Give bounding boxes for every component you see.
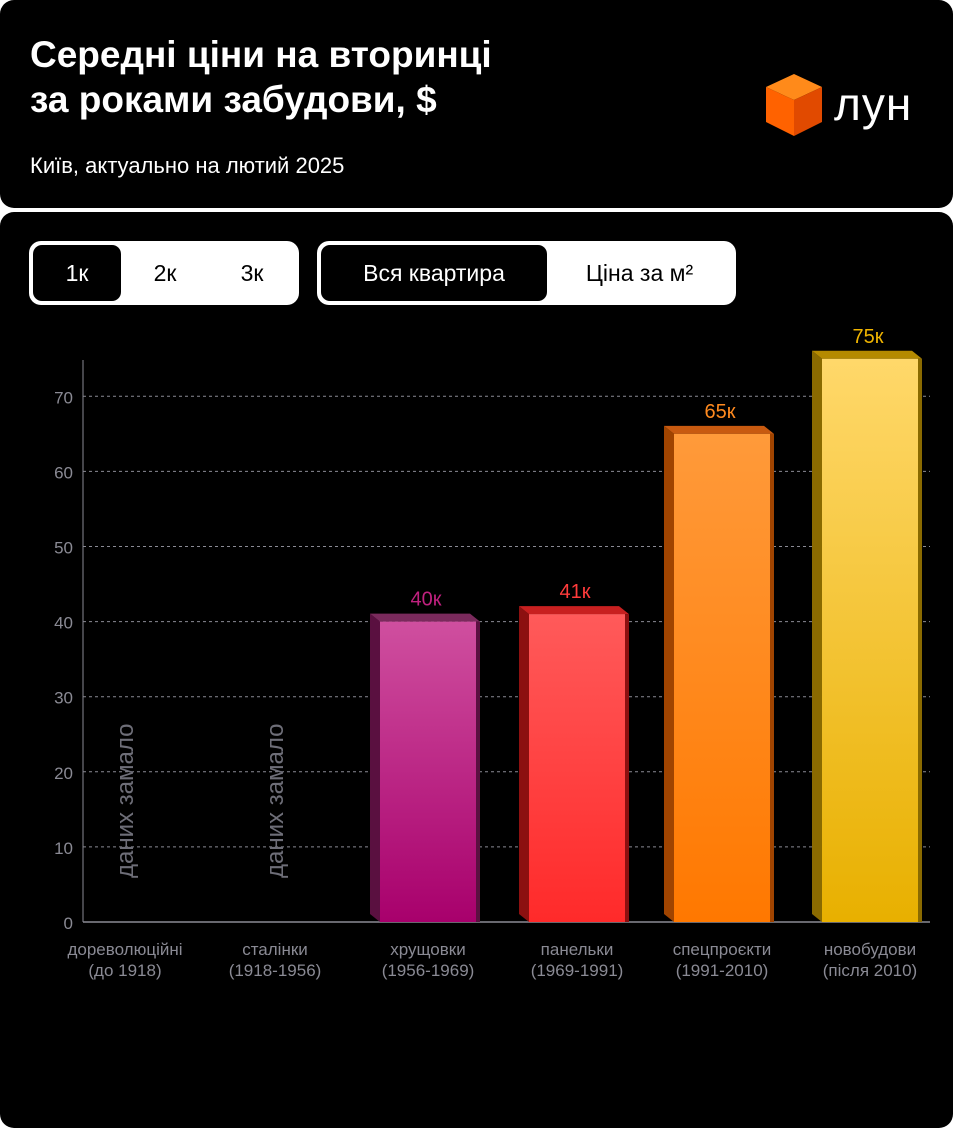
y-tick-label: 40 [54,614,73,633]
bar [529,614,625,922]
logo-text: лун [834,78,913,130]
bar-edge [476,621,480,922]
x-tick-label: хрущовки [390,940,465,959]
bar-side [519,606,529,922]
room-count-selector: 1к 2к 3к [29,241,299,305]
x-tick-label: спецпроєкти [673,940,772,959]
bar-edge [918,358,922,922]
title-line-2: за роками забудови, $ [30,79,437,120]
bar-side [370,613,380,922]
x-tick-sublabel: (1956-1969) [382,961,475,980]
bar-edge [625,614,629,922]
y-tick-label: 0 [64,914,73,933]
tab-3-rooms[interactable]: 3к [240,260,264,286]
bar-cap [370,613,480,622]
no-data-label: даних замало [262,724,289,879]
chart-title: Середні ціни на вторинці за роками забуд… [30,32,492,122]
price-mode-selector: Вся квартира Ціна за м² [317,241,736,305]
x-tick-sublabel: (1969-1991) [531,961,624,980]
orange-cube-icon [766,74,822,136]
tab-whole-apartment[interactable]: Вся квартира [321,245,547,301]
bar-cap [664,425,774,434]
bar-cap [812,350,922,359]
x-tick-sublabel: (1991-2010) [676,961,769,980]
bar-value-label: 65к [705,401,736,423]
bar [380,621,476,922]
no-data-label: даних замало [112,724,139,879]
y-tick-label: 10 [54,839,73,858]
subtitle: Київ, актуально на лютий 2025 [30,153,345,178]
bar-value-label: 40к [411,589,442,611]
title-line-1: Середні ціни на вторинці [30,34,492,75]
bar-edge [770,433,774,922]
y-tick-label: 30 [54,689,73,708]
bar [822,358,918,922]
x-tick-label: новобудови [824,940,916,959]
x-tick-label: дореволюційні [67,940,182,959]
bar [674,433,770,922]
bar-value-label: 75к [853,326,884,348]
brand-logo: лун [764,72,934,136]
bar-value-label: 41к [560,581,591,603]
bar-side [664,425,674,922]
tab-price-per-sqm[interactable]: Ціна за м² [585,260,694,286]
x-tick-sublabel: (після 2010) [823,961,917,980]
tab-2-rooms[interactable]: 2к [153,260,177,286]
bar-side [812,350,822,922]
x-tick-sublabel: (до 1918) [88,961,161,980]
y-tick-label: 20 [54,764,73,783]
y-tick-label: 60 [54,463,73,482]
header-card: Середні ціни на вторинці за роками забуд… [0,0,953,208]
tab-1-room[interactable]: 1к [33,245,121,301]
y-tick-label: 70 [54,388,73,407]
y-tick-label: 50 [54,539,73,558]
x-tick-label: панельки [541,940,614,959]
x-tick-label: сталінки [242,940,308,959]
bar-cap [519,606,629,615]
x-tick-sublabel: (1918-1956) [229,961,322,980]
